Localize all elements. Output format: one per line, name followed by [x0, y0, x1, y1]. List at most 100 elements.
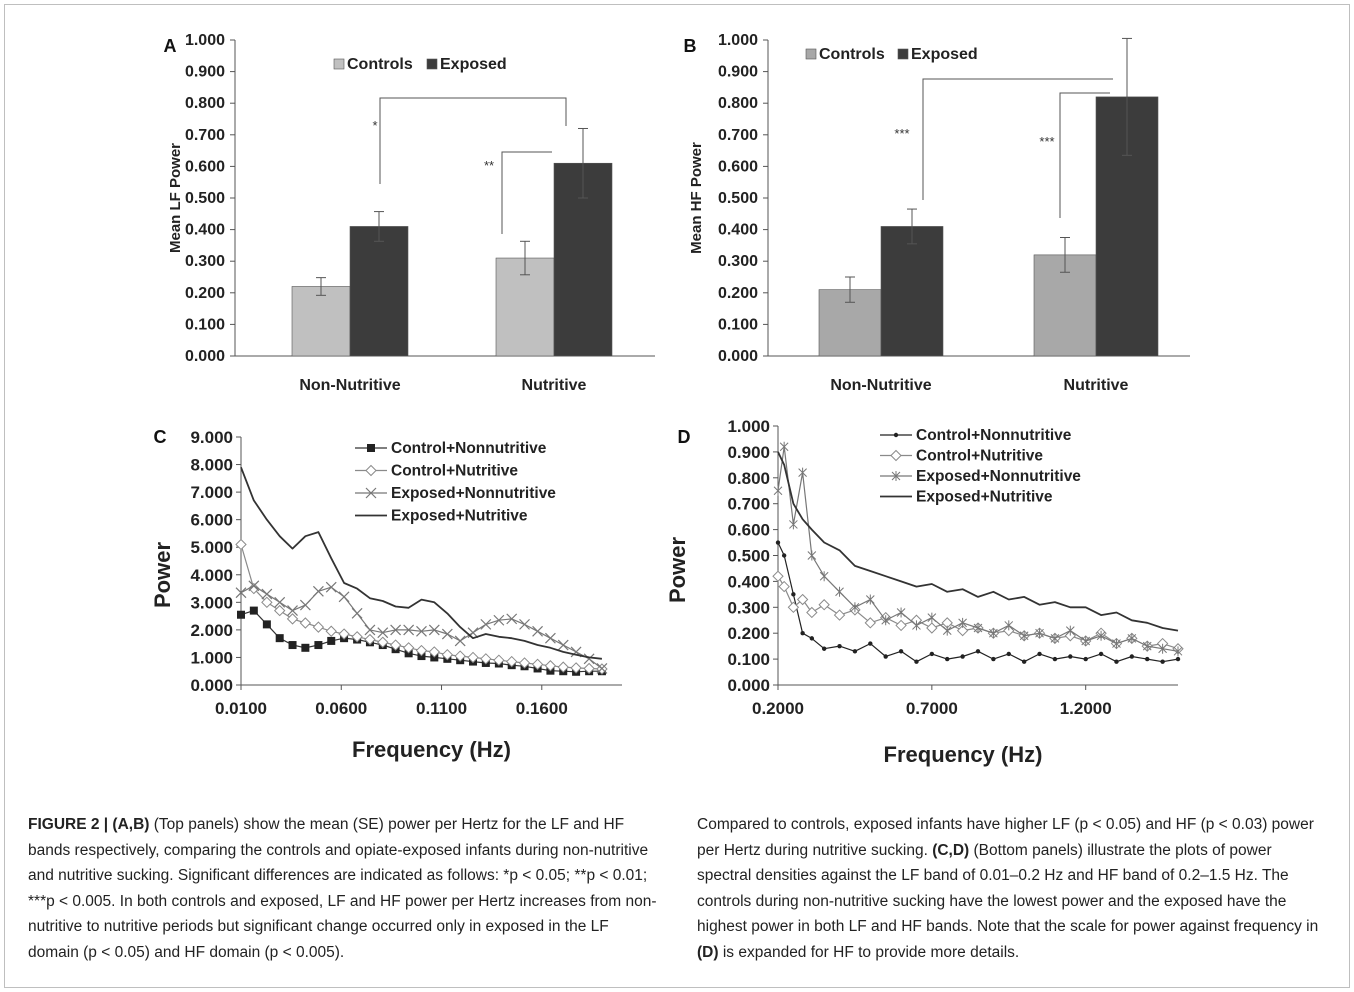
y-tick-label: 0.300	[718, 253, 758, 270]
data-point	[1160, 659, 1165, 664]
significance-bracket	[1059, 92, 1110, 218]
y-tick-label: 0.900	[185, 64, 225, 81]
series-line	[777, 451, 1179, 632]
data-point	[351, 607, 363, 619]
data-point	[583, 662, 595, 675]
y-tick-label: 0.500	[185, 190, 225, 207]
data-point	[364, 624, 376, 636]
data-point	[833, 609, 846, 621]
bar	[291, 286, 351, 357]
significance-label: ***	[894, 126, 909, 141]
data-point	[493, 654, 505, 666]
data-point	[557, 639, 569, 651]
data-point	[890, 449, 902, 462]
data-point	[835, 586, 844, 597]
y-tick-label: 4.000	[190, 566, 233, 585]
panel-letter-d: D	[678, 427, 691, 447]
panel-letter-b: B	[684, 36, 697, 56]
data-point	[275, 634, 284, 643]
y-tick-label: 0.200	[727, 624, 770, 643]
data-point	[973, 623, 983, 634]
y-tick-label: 1.000	[185, 32, 225, 49]
data-point	[883, 654, 888, 659]
y-axis-label: Power	[665, 537, 690, 603]
y-axis-label: Mean HF Power	[688, 142, 705, 254]
data-point	[926, 622, 938, 634]
data-point	[312, 621, 325, 633]
bar	[880, 226, 944, 357]
legend-label: Exposed+Nutritive	[916, 489, 1053, 506]
y-axis-label: Mean LF Power	[167, 143, 184, 253]
data-point	[1081, 635, 1091, 646]
y-tick-label: 0.400	[718, 222, 758, 239]
x-tick-label: 0.0600	[315, 699, 367, 718]
data-point	[365, 464, 377, 477]
x-tick-label: 0.2000	[752, 699, 804, 718]
data-point	[991, 656, 996, 662]
x-tick-label: 0.1100	[416, 699, 467, 718]
data-point	[286, 613, 299, 625]
legend-swatch	[333, 58, 345, 70]
data-point	[570, 662, 582, 674]
data-point	[787, 601, 800, 614]
y-tick-label: 1.000	[718, 32, 758, 49]
data-point	[325, 625, 337, 637]
legend-label: Control+Nonnutritive	[916, 427, 1072, 444]
data-point	[237, 610, 245, 619]
y-tick-label: 0.700	[727, 495, 770, 514]
data-point	[299, 617, 312, 629]
y-tick-label: 0.400	[727, 572, 770, 591]
data-point	[493, 614, 505, 626]
data-point	[929, 651, 935, 657]
data-point	[800, 631, 805, 636]
data-point	[389, 639, 402, 651]
data-point	[1129, 654, 1135, 659]
panel-letter-a: A	[164, 36, 177, 56]
x-axis-label: Frequency (Hz)	[884, 742, 1043, 767]
legend-label: Controls	[347, 56, 413, 73]
data-point	[850, 602, 860, 613]
data-point	[557, 661, 569, 673]
data-point	[441, 648, 454, 661]
data-point	[1096, 630, 1106, 641]
data-point	[1158, 643, 1167, 654]
y-tick-label: 0.000	[185, 348, 225, 365]
y-tick-label: 9.000	[190, 428, 233, 447]
data-point	[480, 618, 492, 630]
data-point	[261, 596, 273, 609]
significance-bracket	[501, 151, 552, 234]
data-point	[775, 540, 781, 545]
data-point	[1004, 620, 1014, 631]
x-tick-label: 1.2000	[1060, 699, 1112, 718]
data-point	[864, 617, 877, 629]
legend-swatch	[897, 48, 909, 60]
data-point	[1083, 656, 1088, 662]
y-tick-label: 0.000	[190, 676, 233, 695]
data-point	[235, 538, 247, 551]
data-point	[1145, 656, 1150, 662]
data-point	[390, 624, 402, 636]
y-tick-label: 0.100	[185, 316, 225, 333]
data-point	[338, 628, 350, 640]
caption-right: Compared to controls, exposed infants ha…	[697, 812, 1329, 965]
data-point	[299, 599, 311, 611]
data-point	[351, 631, 363, 643]
data-point	[1037, 651, 1042, 657]
data-point	[818, 599, 830, 611]
data-point	[821, 646, 827, 651]
data-point	[428, 646, 441, 658]
data-point	[506, 655, 518, 668]
data-point	[837, 643, 842, 649]
y-tick-label: 6.000	[190, 511, 233, 530]
data-point	[789, 519, 798, 530]
data-point	[773, 485, 783, 496]
y-tick-label: 1.000	[190, 648, 233, 667]
legend-label: Exposed	[911, 46, 978, 63]
panel-B: 0.000 0.100 0.200 0.300 0.400 0.500 0.600 0.700…	[688, 32, 1190, 394]
y-tick-label: 0.900	[727, 443, 770, 462]
y-tick-label: 0.800	[727, 469, 770, 488]
data-point	[1050, 633, 1060, 644]
data-point	[958, 617, 967, 628]
legend-label: Controls	[819, 46, 885, 63]
data-point	[416, 625, 427, 637]
